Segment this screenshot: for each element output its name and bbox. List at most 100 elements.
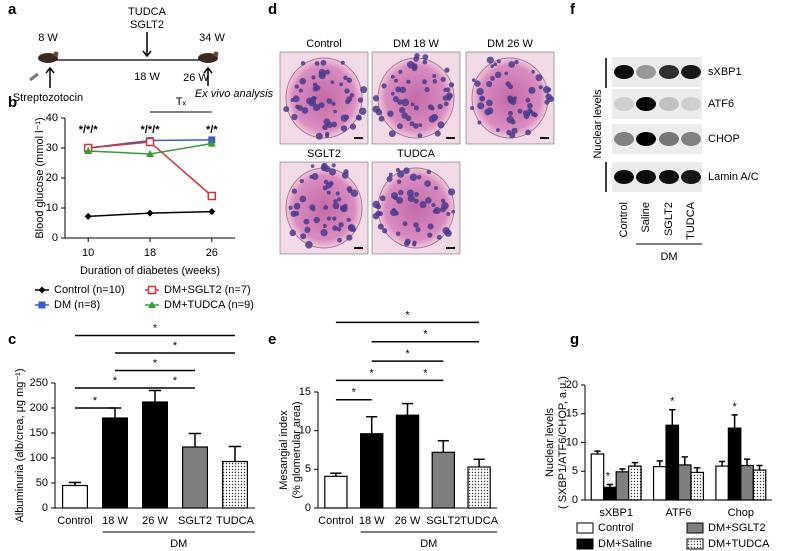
significance: *: [405, 348, 410, 360]
significance: *: [173, 340, 178, 352]
blot-band: [636, 170, 656, 184]
nucleus: [412, 242, 417, 247]
nucleus: [337, 237, 342, 243]
significance: */*/*: [141, 124, 161, 136]
panel-letter: a: [8, 1, 17, 18]
nucleus: [349, 123, 357, 130]
blot-strip: [612, 124, 702, 154]
significance: *: [352, 387, 357, 399]
blot-row-label: CHOP: [708, 133, 740, 145]
micrograph: [371, 161, 461, 255]
panel-letter: d: [268, 1, 277, 18]
micrograph: [371, 51, 461, 145]
nucleus: [372, 95, 380, 102]
nucleus: [398, 189, 404, 196]
legend-label: Control (n=10): [54, 284, 125, 296]
nucleus: [382, 228, 388, 234]
bar: [677, 464, 692, 501]
legend-label: DM+TUDCA (n=9): [164, 299, 254, 311]
nucleus: [396, 196, 404, 204]
nucleus: [301, 107, 309, 114]
nucleus: [313, 216, 320, 224]
nucleus: [422, 79, 428, 85]
timeline-label: SGLT2: [130, 19, 164, 31]
nucleus: [532, 113, 537, 117]
nucleus: [346, 217, 351, 222]
y-tick-label: 15: [566, 408, 578, 420]
lane-label: Saline: [640, 202, 652, 233]
nucleus: [315, 132, 323, 140]
nucleus: [506, 115, 514, 124]
legend-marker: [38, 301, 46, 309]
nucleus: [470, 106, 475, 111]
significance: */*/*: [79, 124, 99, 136]
nucleus: [375, 109, 383, 116]
nucleus: [484, 108, 492, 116]
x-tick-label: SGLT2: [426, 515, 460, 527]
nucleus: [318, 102, 325, 109]
bar: [61, 484, 88, 509]
blot-band: [614, 132, 634, 146]
nucleus: [477, 120, 482, 125]
nucleus: [344, 88, 350, 94]
marker: [146, 209, 154, 217]
nucleus: [413, 198, 419, 204]
blot-axis-label: Nuclear levels: [592, 89, 604, 159]
nucleus: [509, 98, 517, 105]
nucleus: [397, 170, 405, 178]
nucleus: [346, 234, 353, 241]
nucleus: [486, 81, 493, 88]
nucleus: [447, 96, 452, 101]
nucleus: [426, 169, 432, 175]
nucleus: [304, 226, 311, 234]
y-axis-label: Nuclear levels: [544, 407, 556, 477]
blot-row-label: ATF6: [708, 98, 734, 110]
nucleus: [504, 71, 509, 76]
nucleus: [395, 231, 401, 236]
nucleus: [535, 74, 543, 82]
bar: [740, 464, 754, 501]
legend-label: Control: [598, 522, 633, 534]
image-label: DM 26 W: [487, 38, 533, 50]
blot-band: [636, 97, 656, 111]
mouse-ear: [53, 51, 59, 57]
mouse-ear: [213, 51, 219, 57]
bar: [628, 465, 642, 501]
nucleus: [339, 82, 344, 87]
nucleus: [406, 189, 414, 197]
nucleus: [424, 87, 430, 93]
nucleus: [346, 96, 353, 103]
nucleus: [336, 226, 342, 232]
nucleus: [311, 173, 319, 180]
y-tick-label: 10: [299, 425, 311, 437]
bar: [727, 427, 742, 501]
nucleus: [410, 102, 415, 107]
nucleus: [471, 78, 476, 82]
nucleus: [324, 133, 330, 138]
nucleus: [417, 133, 423, 139]
y-tick-label: 0: [305, 502, 311, 514]
nucleus: [544, 99, 550, 105]
x-tick-label: Chop: [728, 507, 754, 519]
arrow-head: [45, 66, 55, 74]
blot-row-label: Lamin A/C: [708, 171, 759, 183]
bar: [431, 451, 455, 509]
nucleus: [422, 54, 429, 60]
significance: *: [370, 367, 375, 379]
x-tick-label: sXBP1: [599, 507, 633, 519]
marker: [84, 212, 92, 220]
blot-band: [636, 132, 656, 146]
nucleus: [298, 88, 304, 93]
y-tick-label: 0: [52, 232, 58, 244]
mouse-icon: [38, 53, 58, 63]
image-label: Control: [306, 38, 341, 50]
x-tick-label: 26 W: [142, 515, 168, 527]
nucleus: [331, 163, 336, 168]
blot-band: [659, 65, 679, 79]
lane-label: Control: [618, 202, 630, 237]
nucleus: [538, 85, 543, 90]
nucleus: [446, 211, 451, 217]
nucleus: [440, 206, 446, 213]
